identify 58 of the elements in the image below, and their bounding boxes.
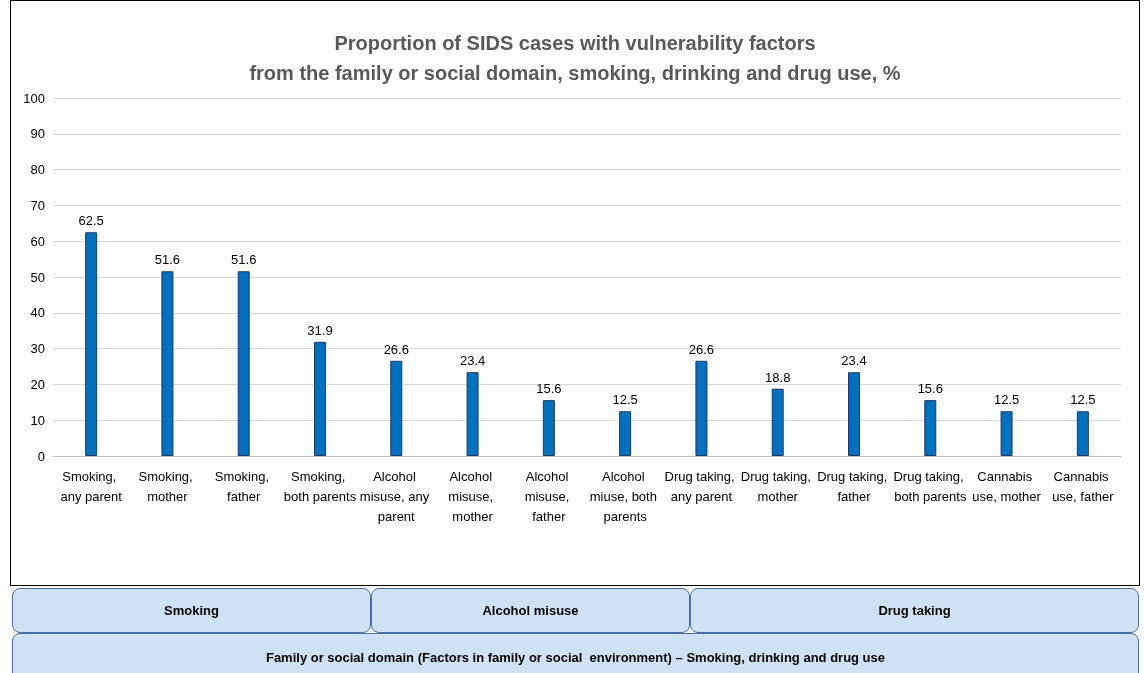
data-label: 18.8 <box>765 369 791 385</box>
bar <box>466 372 479 456</box>
y-tick-label: 20 <box>30 376 45 392</box>
data-label: 51.6 <box>231 252 257 268</box>
chart-title: Proportion of SIDS cases with vulnerability factors from the family or social domain, smoking, drinking and drug use, % <box>249 32 901 84</box>
x-tick-label: Smoking, mother <box>138 468 197 504</box>
x-tick-label: Drug taking, any parent <box>664 468 739 504</box>
bar <box>237 271 250 456</box>
bar <box>85 232 98 456</box>
x-tick-label: Alcohol misuse, mother <box>448 468 497 524</box>
x-tick-label: Cannabis use, father <box>1052 468 1115 504</box>
data-label: 31.9 <box>307 322 333 338</box>
bar <box>848 372 860 456</box>
data-label: 26.6 <box>688 341 715 357</box>
x-tick-label: Alcohol misuse, father <box>524 468 574 524</box>
data-label: 23.4 <box>841 353 867 369</box>
bar <box>542 400 555 456</box>
text: Drug taking <box>690 588 1139 633</box>
x-tick-label: Drug taking, mother <box>740 468 815 504</box>
y-tick-label: 90 <box>30 126 45 142</box>
data-label: 15.6 <box>536 381 562 397</box>
y-tick-label: 60 <box>30 233 45 249</box>
y-tick-label: 30 <box>30 341 45 357</box>
y-tick-label: 40 <box>30 305 45 321</box>
data-label: 12.5 <box>612 392 638 408</box>
data-label: 26.6 <box>383 341 409 357</box>
y-tick-label: 0 <box>37 448 45 464</box>
x-tick-label: Smoking, both parents <box>283 468 357 504</box>
data-label: 51.6 <box>154 252 181 268</box>
x-tick-label: Cannabis use, mother <box>972 468 1042 504</box>
bar <box>771 388 784 456</box>
x-tick-label: Smoking, any parent <box>60 468 123 504</box>
x-tick-label: Drug taking, father <box>817 468 891 504</box>
bar <box>695 360 708 456</box>
bar <box>161 271 174 456</box>
y-tick-label: 80 <box>30 162 45 178</box>
data-label: 62.5 <box>78 213 104 229</box>
bar <box>390 360 403 456</box>
text: Smoking <box>12 588 371 633</box>
y-tick-label: 50 <box>30 269 45 285</box>
x-tick-label: Alcohol miuse, both parents <box>589 468 661 524</box>
bar <box>619 411 632 456</box>
x-tick-label: Smoking, father <box>214 468 273 504</box>
bar <box>1076 411 1089 456</box>
data-label: 12.5 <box>1070 392 1096 408</box>
y-tick-label: 100 <box>23 90 45 106</box>
bar <box>1000 411 1013 456</box>
bar <box>924 400 937 456</box>
data-label: 23.4 <box>459 353 486 369</box>
data-label: 12.5 <box>993 392 1020 408</box>
x-tick-label: Drug taking, both parents <box>893 468 968 504</box>
y-tick-label: 70 <box>30 197 45 213</box>
data-label: 15.6 <box>917 381 943 397</box>
bar <box>314 341 326 456</box>
text: Family or social domain (Factors in family or social environment) – Smoking, drinking and drug use <box>12 633 1139 673</box>
x-tick-label: Alcohol misuse, any parent <box>359 468 433 524</box>
y-tick-label: 10 <box>30 412 45 428</box>
text: Alcohol misuse <box>371 588 690 633</box>
